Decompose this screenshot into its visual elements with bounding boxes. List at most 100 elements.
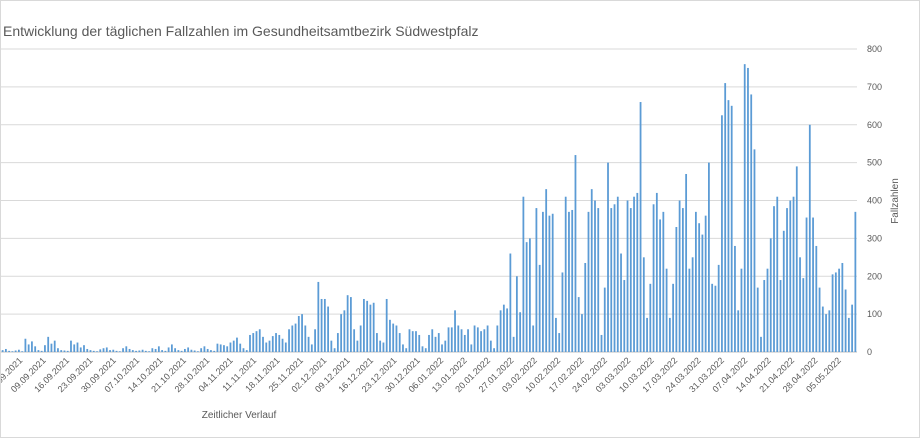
bar: [89, 350, 92, 352]
bar: [721, 115, 723, 352]
y-axis-ticks: 0 100 200 300 400 500 600 700 800: [867, 44, 882, 357]
bar: [343, 310, 346, 352]
bar: [480, 331, 482, 352]
bar: [769, 238, 772, 353]
bar: [532, 325, 535, 352]
bar: [128, 348, 131, 352]
bar: [652, 204, 655, 352]
bar: [496, 325, 499, 352]
bar: [294, 323, 297, 352]
bar: [424, 348, 427, 352]
bar: [258, 329, 261, 352]
bar: [545, 189, 548, 352]
bar: [356, 340, 359, 352]
bar: [597, 208, 600, 352]
bar: [815, 245, 818, 352]
bar: [519, 312, 522, 352]
bar: [288, 329, 290, 352]
bar: [252, 333, 255, 352]
y-axis-title: Fallzahlen: [890, 178, 901, 224]
bar: [44, 345, 46, 352]
bar: [63, 350, 66, 352]
bar: [314, 329, 316, 352]
bar: [834, 272, 837, 352]
bar: [428, 334, 430, 352]
bar: [795, 166, 798, 352]
bar: [275, 333, 277, 352]
bar: [122, 348, 124, 352]
bar: [763, 280, 766, 352]
bar: [138, 350, 141, 352]
bar: [515, 276, 518, 352]
bar: [385, 298, 388, 352]
bar: [382, 342, 385, 352]
bar: [711, 283, 714, 352]
bar: [766, 268, 769, 352]
bar: [694, 211, 697, 352]
bar: [724, 83, 727, 352]
bar: [564, 196, 567, 352]
bar: [167, 347, 170, 352]
bar: [620, 253, 622, 352]
bar: [568, 211, 570, 352]
bar: [135, 350, 137, 352]
bar: [125, 346, 128, 352]
bar: [112, 349, 115, 352]
bar: [776, 196, 779, 352]
bar: [831, 274, 834, 352]
bar: [805, 217, 808, 352]
bar: [727, 100, 730, 352]
bar: [284, 342, 287, 352]
chart-title: Entwicklung der täglichen Fallzahlen im …: [3, 23, 479, 39]
bar: [463, 334, 466, 352]
bar: [581, 314, 583, 353]
bar: [851, 304, 854, 352]
bar: [379, 340, 382, 352]
bar: [304, 325, 307, 352]
bar: [415, 331, 417, 352]
bar: [792, 196, 795, 352]
bar: [629, 208, 632, 352]
bar: [737, 310, 740, 352]
bar: [756, 287, 759, 352]
bar: [187, 347, 190, 352]
bar: [662, 211, 665, 352]
bar: [626, 200, 629, 352]
bar: [131, 350, 134, 352]
bar: [226, 346, 229, 352]
bar: [223, 345, 225, 352]
bar: [522, 196, 525, 352]
bar: [193, 350, 196, 352]
bar: [538, 264, 541, 352]
bar: [268, 340, 271, 352]
bar: [99, 349, 102, 352]
y-tick-label: 100: [867, 309, 882, 319]
bar: [184, 348, 186, 352]
bar: [486, 325, 489, 352]
bar: [27, 344, 30, 352]
bar: [600, 334, 603, 352]
bar: [844, 289, 847, 352]
bar: [512, 336, 515, 352]
bar: [333, 348, 336, 352]
bar: [441, 344, 443, 352]
bar: [750, 94, 753, 352]
bar: [34, 346, 37, 352]
bar: [229, 342, 232, 352]
bar: [408, 329, 411, 352]
bar: [141, 349, 144, 352]
bar: [799, 257, 801, 352]
bar: [278, 334, 281, 352]
bar: [483, 329, 486, 352]
bar: [411, 331, 414, 352]
bar: [83, 345, 85, 352]
bar: [8, 350, 11, 352]
bar: [353, 329, 356, 352]
bar: [854, 211, 857, 352]
bar: [535, 208, 538, 352]
bar: [421, 346, 424, 352]
bar: [210, 350, 212, 352]
bar: [346, 295, 349, 352]
bar: [574, 155, 577, 352]
